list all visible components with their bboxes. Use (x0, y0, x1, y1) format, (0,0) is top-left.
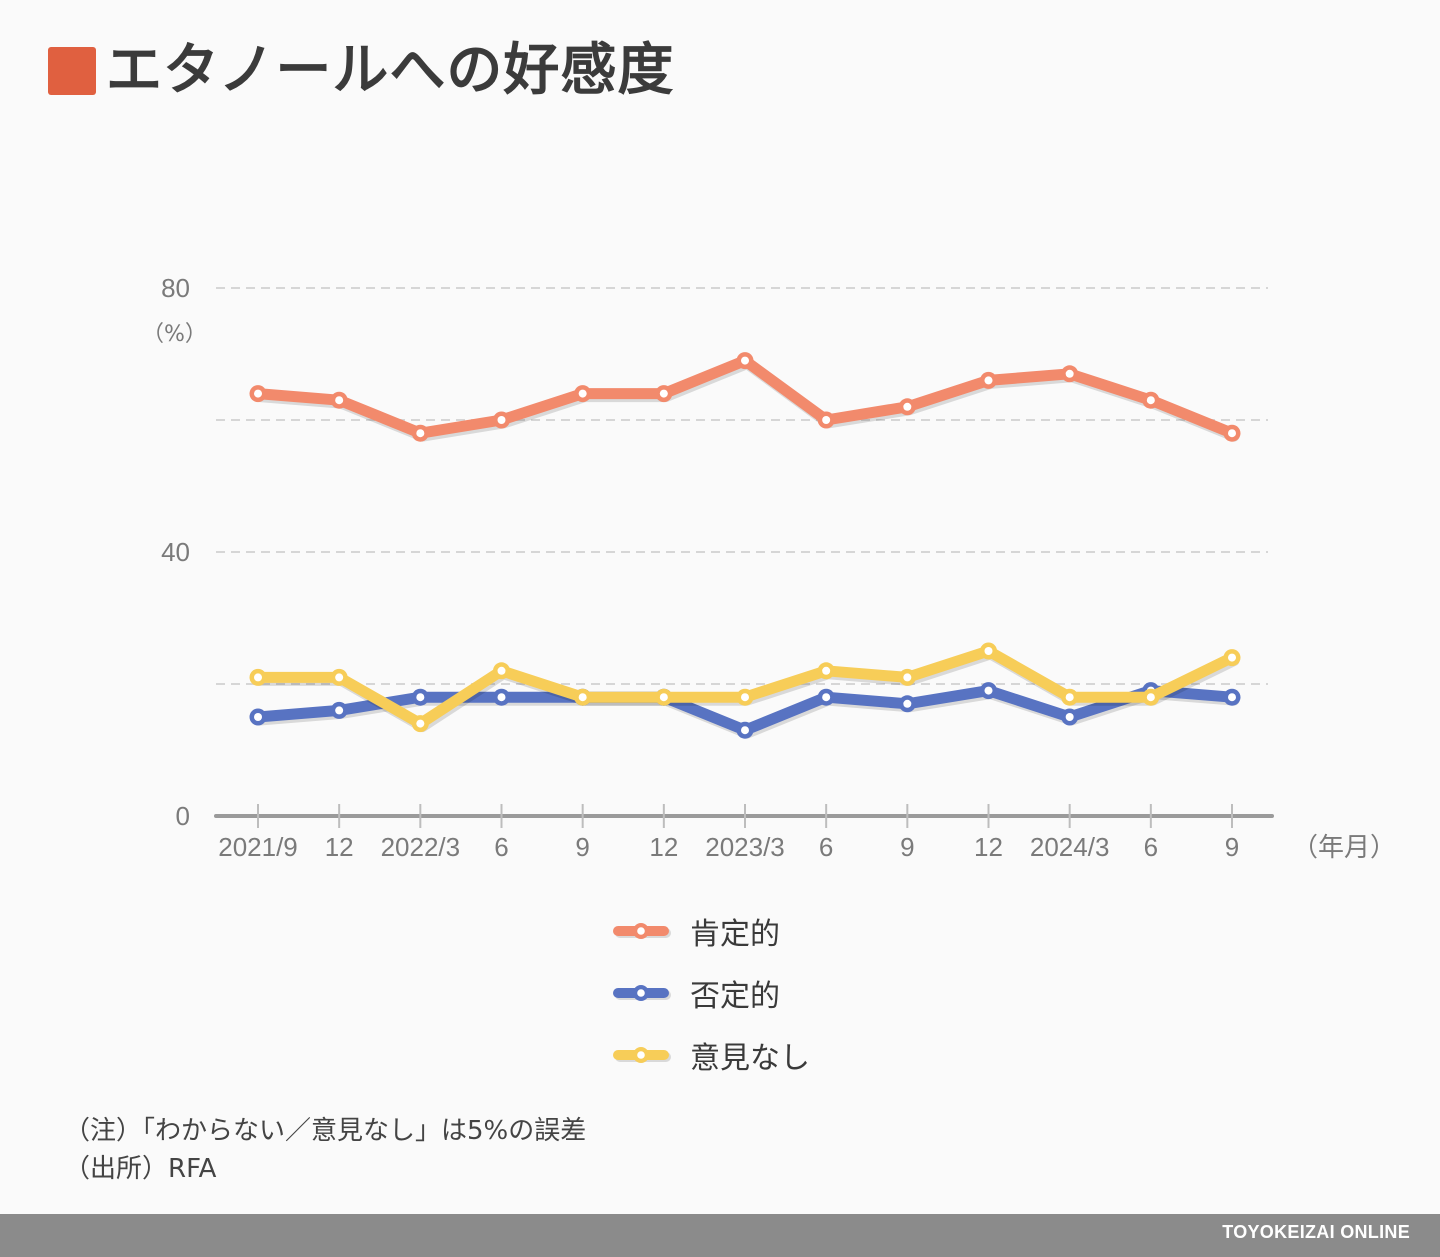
data-point-center (254, 389, 262, 398)
data-point-center (1228, 693, 1236, 702)
data-point-center (903, 673, 912, 682)
source-text: （出所）RFA (64, 1154, 217, 1184)
data-point-center (984, 376, 993, 385)
legend-swatch-point-center (637, 1051, 645, 1059)
data-point-center (578, 693, 587, 702)
legend-swatch-positive-icon (613, 923, 671, 939)
x-tick-label: 12 (649, 832, 678, 862)
data-point-center (335, 706, 344, 715)
data-point-center (416, 429, 425, 438)
y-axis-unit-label: （%） (142, 322, 207, 347)
data-point-center (903, 402, 912, 411)
data-point-center (741, 693, 749, 702)
data-point-center (497, 416, 506, 424)
data-point-center (254, 713, 262, 721)
x-tick-label: 2023/3 (705, 832, 785, 862)
x-tick-label: 2021/9 (218, 832, 298, 862)
data-point-center (335, 673, 344, 682)
legend-item-no-opinion: 意見なし (612, 1024, 810, 1086)
note-text: （注）「わからない／意見なし」は5%の誤差 (64, 1116, 587, 1146)
series-negative (249, 682, 1241, 739)
legend-swatch-point-center (637, 989, 645, 997)
data-point-center (1228, 429, 1236, 438)
data-point-center (1146, 396, 1155, 405)
data-point-center (254, 673, 262, 682)
x-axis-unit-label: （年月） (1292, 832, 1396, 862)
x-tick-label: 9 (900, 832, 914, 862)
data-point-center (416, 693, 425, 702)
x-tick-label: 12 (325, 832, 354, 862)
data-point-center (1146, 693, 1155, 702)
x-tick-label: 6 (819, 832, 833, 862)
chart-title: エタノールへの好感度 (48, 36, 674, 106)
data-point-center (497, 693, 506, 702)
legend-item-positive: 肯定的 (612, 900, 810, 962)
data-point-center (659, 389, 668, 398)
footer-brand: TOYOKEIZAI ONLINE (1222, 1222, 1410, 1242)
data-point-center (741, 726, 749, 735)
x-axis (214, 804, 1274, 828)
x-tick-label: 2024/3 (1030, 832, 1110, 862)
x-tick-labels: 2021/9 12 2022/3 6 9 12 2023/3 6 9 12 2024/3 6 9 (218, 832, 1239, 862)
title-text: エタノールへの好感度 (106, 38, 675, 103)
grid-lines (216, 287, 1268, 685)
title-square-icon (48, 47, 96, 95)
y-tick-label: 80 (161, 273, 190, 303)
y-tick-label: 40 (161, 537, 190, 567)
data-point-center (822, 666, 831, 675)
data-point-center (1065, 369, 1074, 378)
legend-label-negative: 否定的 (690, 979, 780, 1014)
data-point-center (822, 693, 831, 702)
chart-notes: （注）「わからない／意見なし」は5%の誤差 （出所）RFA (64, 1112, 586, 1188)
data-point-center (741, 356, 749, 365)
data-point-center (822, 416, 831, 424)
data-point-center (984, 686, 993, 695)
x-tick-label: 6 (1144, 832, 1158, 862)
legend-label-positive: 肯定的 (690, 917, 780, 952)
x-tick-label: 6 (494, 832, 508, 862)
data-point-center (335, 396, 344, 405)
series-line-positive (252, 355, 1238, 439)
data-point-center (903, 699, 912, 708)
legend-swatch-point-center (637, 927, 645, 935)
data-point-center (659, 693, 668, 702)
legend-swatch-negative-icon (613, 985, 671, 1001)
legend-swatch-no-opinion-icon (613, 1047, 671, 1063)
legend-label-no-opinion: 意見なし (690, 1041, 810, 1076)
x-tick-label: 12 (974, 832, 1003, 862)
data-point-center (1065, 713, 1074, 721)
data-point-center (1065, 693, 1074, 702)
y-tick-labels: 0 40 80 (161, 273, 190, 831)
data-point-center (497, 666, 506, 675)
x-tick-label: 2022/3 (381, 832, 461, 862)
x-tick-label: 9 (575, 832, 589, 862)
series-lines (249, 352, 1241, 739)
legend: 肯定的 否定的 意見なし (612, 900, 810, 1086)
footer-bar: TOYOKEIZAI ONLINE (0, 1214, 1440, 1257)
data-point-center (1228, 653, 1236, 662)
data-point-center (984, 647, 993, 655)
x-tick-label: 9 (1225, 832, 1239, 862)
data-point-center (578, 389, 587, 398)
series-positive (249, 352, 1241, 442)
data-point-center (416, 719, 425, 728)
legend-item-negative: 否定的 (612, 962, 810, 1024)
y-tick-label: 0 (176, 801, 190, 831)
series-no-opinion (249, 642, 1241, 733)
